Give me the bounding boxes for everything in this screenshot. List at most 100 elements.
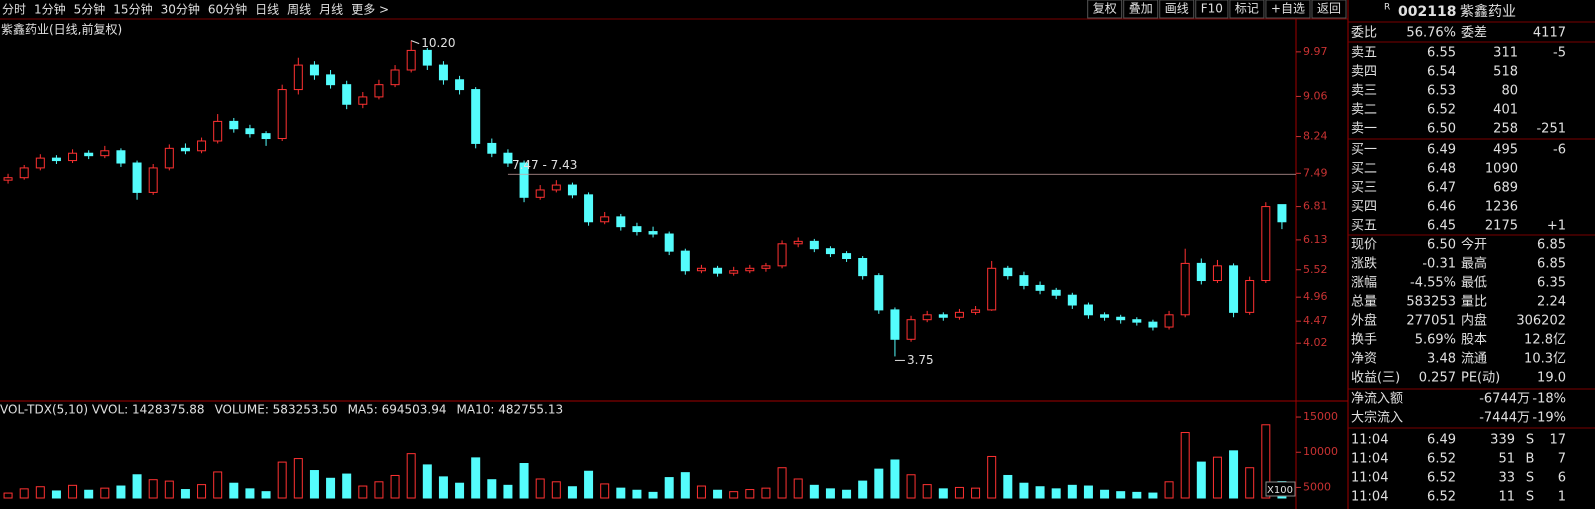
quote-cell: 净资 xyxy=(1351,352,1377,367)
candle-body xyxy=(584,194,594,223)
volume-bar xyxy=(1035,486,1045,499)
candle-body xyxy=(1067,294,1077,306)
asks-cell: 311 xyxy=(1493,46,1518,61)
candle-body xyxy=(374,84,384,98)
bids-cell: 1236 xyxy=(1485,200,1518,215)
candle-body xyxy=(567,184,577,196)
quote-cell: 6.50 xyxy=(1427,238,1456,253)
tool-button[interactable]: 画线 xyxy=(1165,2,1189,16)
quote-cell: 总量 xyxy=(1351,295,1377,310)
volume-bar xyxy=(616,487,626,499)
y-tick-label: 5.52 xyxy=(1303,263,1328,276)
volume-bar xyxy=(116,485,126,499)
volume-bar xyxy=(987,455,997,499)
volume-title: VOL-TDX(5,10) VVOL: 1428375.88 xyxy=(0,403,205,417)
volume-bar xyxy=(1051,488,1061,499)
quote-cell: 最低 xyxy=(1461,276,1487,291)
volume-bar xyxy=(164,480,174,499)
ticks-cell: 11:04 xyxy=(1351,452,1388,467)
period-tab[interactable]: 30分钟 xyxy=(161,2,200,17)
candle-body xyxy=(422,49,432,66)
asks-cell: -5 xyxy=(1553,46,1566,61)
quote-cell: 换手 xyxy=(1351,333,1377,348)
quote-cell: 流通 xyxy=(1461,352,1487,367)
y-tick-label: 15000 xyxy=(1303,410,1338,423)
legend-entry: MA5: 694503.94 xyxy=(348,403,447,417)
period-tab[interactable]: 1分钟 xyxy=(34,2,66,17)
asks-cell: 518 xyxy=(1493,65,1518,80)
quote-cell: 量比 xyxy=(1461,295,1487,310)
bids-cell: 6.47 xyxy=(1427,181,1456,196)
unit-label: X100 xyxy=(1267,485,1293,496)
legend-entry: VOLUME: 583253.50 xyxy=(215,403,338,417)
bids-cell: 6.45 xyxy=(1427,219,1456,234)
quote-cell: 内盘 xyxy=(1461,313,1487,329)
asks-cell: 卖一 xyxy=(1351,122,1377,137)
tool-button[interactable]: 标记 xyxy=(1235,2,1259,16)
ticks-cell: 6 xyxy=(1558,471,1566,486)
candle-body xyxy=(1148,321,1158,328)
quote-cell: 277051 xyxy=(1406,314,1456,329)
tool-button[interactable]: 复权 xyxy=(1093,2,1117,16)
quote-cell: 6.85 xyxy=(1537,257,1566,272)
volume-bar xyxy=(1212,456,1222,499)
candle-body xyxy=(51,157,61,162)
tool-button[interactable]: 返回 xyxy=(1317,2,1341,16)
period-tab[interactable]: 月线 xyxy=(319,3,343,17)
flows-cell: -6744万 xyxy=(1479,392,1530,407)
volume-bar xyxy=(213,471,223,499)
candle-body xyxy=(277,89,287,140)
candle-body xyxy=(1132,319,1142,323)
candle-body xyxy=(1116,316,1126,321)
candle-body xyxy=(729,270,739,274)
period-tab[interactable]: 5分钟 xyxy=(74,2,106,17)
candle-body xyxy=(100,150,110,157)
volume-bar xyxy=(132,474,142,499)
period-tab[interactable]: 60分钟 xyxy=(208,2,247,17)
candle-body xyxy=(600,216,610,223)
ticks-cell: 7 xyxy=(1558,452,1566,467)
volume-bar xyxy=(293,458,303,499)
ticks-cell: S xyxy=(1526,433,1534,448)
candle-body xyxy=(1180,262,1190,316)
volume-bar xyxy=(1245,467,1255,499)
quote-cell: 收益(三) xyxy=(1351,371,1400,386)
bids-cell: 买四 xyxy=(1351,200,1377,215)
period-tab[interactable]: 分时 xyxy=(2,3,26,17)
quote-cell: 19.0 xyxy=(1537,371,1566,386)
period-tab[interactable]: 日线 xyxy=(255,3,279,17)
y-tick-label: 9.97 xyxy=(1303,45,1328,58)
volume-bar xyxy=(68,484,78,499)
tool-button[interactable]: 叠加 xyxy=(1129,2,1153,16)
volume-bar xyxy=(487,479,497,499)
badge: R xyxy=(1384,3,1390,13)
period-tab[interactable]: 周线 xyxy=(287,3,311,17)
volume-bar xyxy=(261,491,271,499)
volume-bar xyxy=(954,486,964,499)
volume-bar xyxy=(1180,432,1190,499)
volume-bar xyxy=(455,482,465,499)
volume-bar xyxy=(277,461,287,499)
candle-body xyxy=(3,177,13,181)
period-tab[interactable]: 15分钟 xyxy=(113,2,152,17)
volume-bar xyxy=(390,474,400,499)
volume-bar xyxy=(197,484,207,499)
y-tick-label: 10000 xyxy=(1303,445,1338,458)
candle-body xyxy=(777,243,787,267)
bids-cell: 买一 xyxy=(1351,143,1377,158)
volume-bar xyxy=(1116,491,1126,499)
tool-button[interactable]: +自选 xyxy=(1271,2,1305,16)
asks-cell: 6.52 xyxy=(1427,103,1456,118)
candle-body xyxy=(793,240,803,245)
candle-body xyxy=(987,267,997,311)
candle-body xyxy=(745,267,755,272)
tool-button[interactable]: F10 xyxy=(1201,2,1223,16)
y-tick-label: 4.96 xyxy=(1303,290,1328,303)
quote-cell: 306202 xyxy=(1516,314,1566,329)
y-tick-label: 8.24 xyxy=(1303,130,1328,143)
tool-button-frame xyxy=(1123,0,1159,19)
volume-bar xyxy=(1261,424,1271,499)
period-tab[interactable]: 更多 > xyxy=(351,3,389,17)
ticks-cell: 1 xyxy=(1558,490,1566,505)
quote-cell: 0.257 xyxy=(1419,371,1456,386)
